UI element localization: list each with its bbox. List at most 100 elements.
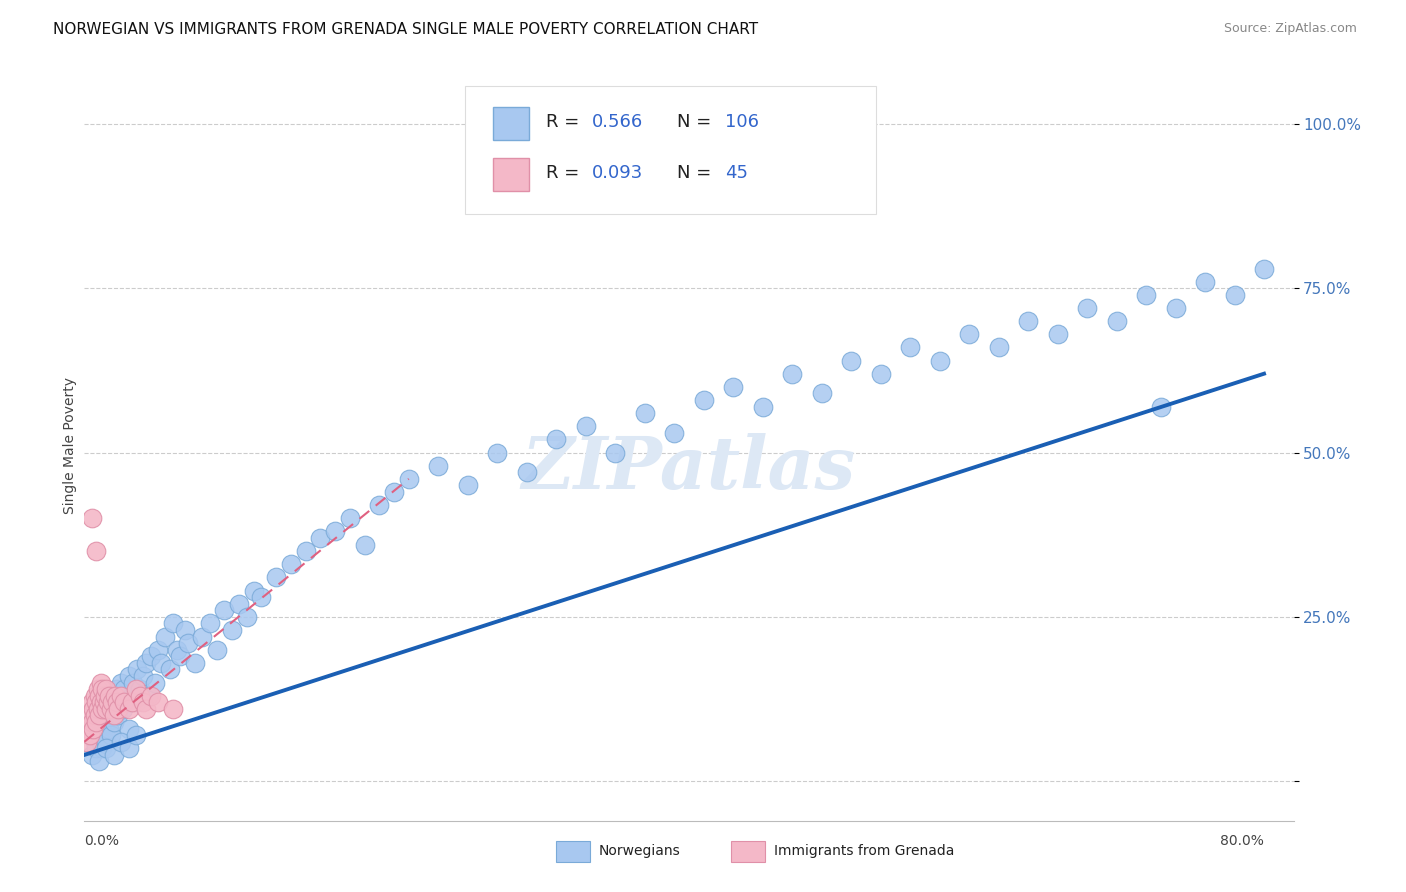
Point: [634, 406, 657, 420]
Point: [957, 327, 980, 342]
Point: [87, 708, 110, 723]
FancyBboxPatch shape: [494, 158, 529, 191]
Point: [97, 695, 120, 709]
Point: [100, 695, 122, 709]
Point: [928, 353, 950, 368]
Point: [129, 689, 152, 703]
Point: [214, 603, 236, 617]
Point: [87, 708, 110, 723]
Point: [339, 511, 361, 525]
Point: [125, 695, 148, 709]
Point: [575, 419, 598, 434]
Point: [146, 642, 169, 657]
Point: [96, 741, 118, 756]
Text: R =: R =: [547, 112, 585, 130]
Point: [162, 616, 184, 631]
Point: [110, 689, 132, 703]
Point: [98, 689, 121, 703]
Point: [486, 445, 509, 459]
Point: [107, 708, 129, 723]
Point: [191, 630, 214, 644]
Point: [117, 722, 139, 736]
Point: [94, 728, 117, 742]
Point: [104, 689, 127, 703]
FancyBboxPatch shape: [555, 841, 589, 862]
Point: [129, 682, 152, 697]
Point: [1105, 314, 1128, 328]
Point: [121, 689, 143, 703]
Point: [77, 722, 100, 736]
Point: [546, 433, 568, 447]
Point: [135, 702, 157, 716]
Text: ZIPatlas: ZIPatlas: [522, 433, 856, 504]
Point: [86, 682, 108, 697]
Point: [91, 741, 114, 756]
Point: [84, 544, 107, 558]
Text: 0.566: 0.566: [592, 112, 644, 130]
Point: [869, 367, 891, 381]
Point: [692, 392, 714, 407]
Point: [136, 689, 159, 703]
Point: [79, 728, 101, 742]
Point: [87, 689, 110, 703]
Point: [176, 636, 198, 650]
Text: N =: N =: [676, 112, 717, 130]
Point: [87, 755, 110, 769]
Text: R =: R =: [547, 163, 585, 181]
Point: [96, 702, 118, 716]
Point: [1046, 327, 1069, 342]
Point: [97, 714, 120, 729]
Point: [114, 695, 136, 709]
Point: [111, 702, 134, 716]
Text: 80.0%: 80.0%: [1220, 834, 1264, 847]
Point: [382, 485, 405, 500]
Text: N =: N =: [676, 163, 717, 181]
Point: [110, 735, 132, 749]
Point: [1194, 275, 1216, 289]
Point: [139, 649, 162, 664]
Point: [79, 708, 101, 723]
Point: [198, 616, 221, 631]
Point: [664, 425, 686, 440]
Point: [107, 702, 129, 716]
Point: [103, 689, 125, 703]
Point: [221, 623, 243, 637]
Point: [780, 367, 803, 381]
Point: [96, 735, 118, 749]
Point: [100, 728, 122, 742]
Point: [751, 400, 773, 414]
Point: [93, 722, 115, 736]
Point: [1164, 301, 1187, 315]
Text: 0.093: 0.093: [592, 163, 644, 181]
Point: [96, 702, 118, 716]
Point: [1017, 314, 1039, 328]
Point: [427, 458, 450, 473]
Point: [205, 642, 228, 657]
Point: [122, 675, 145, 690]
Point: [90, 735, 112, 749]
Point: [84, 741, 107, 756]
Point: [110, 675, 132, 690]
Point: [323, 524, 346, 539]
Point: [94, 689, 117, 703]
Point: [150, 656, 173, 670]
Point: [125, 728, 148, 742]
Point: [82, 702, 104, 716]
Point: [898, 340, 921, 354]
Point: [162, 702, 184, 716]
Text: Norwegians: Norwegians: [599, 845, 681, 858]
Point: [235, 610, 257, 624]
Text: 0.0%: 0.0%: [84, 834, 120, 847]
Point: [76, 735, 98, 749]
Point: [139, 689, 162, 703]
Point: [90, 695, 112, 709]
Point: [1076, 301, 1098, 315]
Point: [810, 386, 832, 401]
Point: [83, 708, 105, 723]
Point: [103, 714, 125, 729]
Point: [155, 630, 177, 644]
Point: [721, 380, 744, 394]
Point: [83, 735, 105, 749]
Point: [839, 353, 862, 368]
FancyBboxPatch shape: [731, 841, 765, 862]
